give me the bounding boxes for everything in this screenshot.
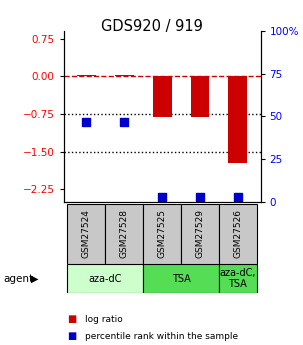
Text: aza-dC,
TSA: aza-dC, TSA bbox=[220, 268, 256, 289]
Point bbox=[160, 194, 165, 199]
Point bbox=[198, 194, 202, 199]
Bar bbox=[67, 264, 143, 293]
Bar bbox=[67, 204, 105, 264]
Bar bbox=[115, 75, 134, 76]
Text: TSA: TSA bbox=[172, 274, 190, 284]
Bar bbox=[228, 76, 247, 162]
Text: GSM27528: GSM27528 bbox=[120, 209, 129, 258]
Text: GSM27524: GSM27524 bbox=[82, 209, 91, 258]
Text: agent: agent bbox=[3, 274, 33, 284]
Point bbox=[235, 194, 240, 199]
Text: aza-dC: aza-dC bbox=[88, 274, 122, 284]
Text: percentile rank within the sample: percentile rank within the sample bbox=[85, 332, 238, 341]
Bar bbox=[219, 204, 257, 264]
Bar bbox=[143, 204, 181, 264]
Text: GSM27526: GSM27526 bbox=[233, 209, 242, 258]
Point bbox=[84, 119, 89, 124]
Text: ■: ■ bbox=[67, 332, 76, 341]
Bar bbox=[191, 76, 209, 117]
Bar bbox=[181, 204, 219, 264]
Text: GSM27525: GSM27525 bbox=[158, 209, 167, 258]
Bar bbox=[219, 264, 257, 293]
Point bbox=[122, 119, 127, 124]
Text: ■: ■ bbox=[67, 314, 76, 324]
Text: GSM27529: GSM27529 bbox=[195, 209, 205, 258]
Text: log ratio: log ratio bbox=[85, 315, 123, 324]
Text: ▶: ▶ bbox=[31, 274, 38, 284]
Bar bbox=[153, 76, 171, 117]
Bar bbox=[77, 75, 96, 76]
Text: GDS920 / 919: GDS920 / 919 bbox=[101, 19, 202, 34]
Bar bbox=[143, 264, 219, 293]
Bar bbox=[105, 204, 143, 264]
